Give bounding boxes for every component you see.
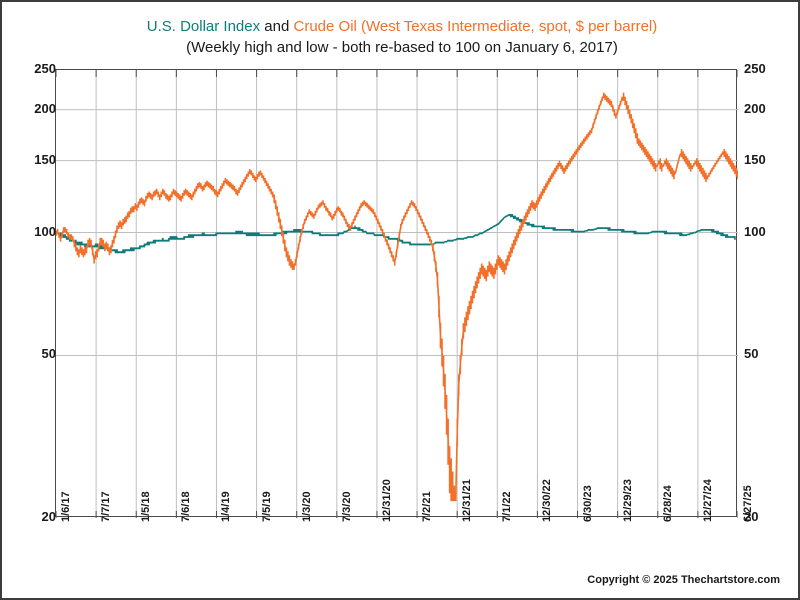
y-tick-label-left-200: 200 xyxy=(34,100,56,116)
x-tick-label-12: 12/30/22 xyxy=(541,479,554,522)
series-path xyxy=(56,93,738,501)
title-series-usd: U.S. Dollar Index xyxy=(146,18,261,35)
y-tick-label-left-250: 250 xyxy=(34,61,56,76)
copyright-notice: Copyright © 2025 Thechartstore.com xyxy=(587,574,780,586)
chart-subtitle: (Weekly high and low - both re-based to … xyxy=(186,39,618,56)
plot-svg xyxy=(56,70,738,518)
y-tick-label-left-100: 100 xyxy=(34,223,56,239)
tick-marks-layer xyxy=(56,70,738,518)
series-path xyxy=(56,214,736,253)
title-conjunction: and xyxy=(260,18,294,35)
grid-layer xyxy=(56,70,738,518)
x-tick-label-5: 7/5/19 xyxy=(260,491,273,522)
x-tick-label-0: 1/6/17 xyxy=(60,491,72,522)
x-tick-label-7: 7/3/20 xyxy=(340,491,353,522)
y-tick-label-right-200: 200 xyxy=(744,100,766,116)
series-crude-oil xyxy=(56,93,738,501)
y-tick-label-right-150: 150 xyxy=(744,151,766,167)
x-tick-label-11: 7/1/22 xyxy=(501,491,514,522)
x-tick-label-2: 1/5/18 xyxy=(140,491,153,522)
x-tick-label-17: 6/27/25 xyxy=(742,485,754,522)
y-tick-label-left-20: 20 xyxy=(41,509,56,524)
series-usd-index xyxy=(56,214,736,253)
x-tick-label-9: 7/2/21 xyxy=(421,491,434,522)
x-tick-label-14: 12/29/23 xyxy=(621,479,634,522)
x-tick-label-15: 6/28/24 xyxy=(661,485,674,522)
y-tick-label-right-20: 20 xyxy=(744,509,759,524)
x-tick-label-6: 1/3/20 xyxy=(300,491,313,522)
x-tick-label-8: 12/31/20 xyxy=(380,479,393,522)
x-tick-label-10: 12/31/21 xyxy=(461,479,474,522)
chart-title: U.S. Dollar Index and Crude Oil (West Te… xyxy=(2,16,800,37)
y-tick-label-left-50: 50 xyxy=(41,346,56,362)
chart-title-block: U.S. Dollar Index and Crude Oil (West Te… xyxy=(2,16,800,58)
title-series-oil: Crude Oil (West Texas Intermediate, spot… xyxy=(293,18,658,35)
x-tick-label-3: 7/6/18 xyxy=(180,491,193,522)
x-tick-label-13: 6/30/23 xyxy=(581,485,594,522)
y-tick-label-right-100: 100 xyxy=(744,223,766,239)
x-tick-label-4: 1/4/19 xyxy=(220,491,233,522)
y-tick-label-right-250: 250 xyxy=(744,61,766,76)
x-tick-label-1: 7/7/17 xyxy=(100,491,113,522)
y-tick-label-left-150: 150 xyxy=(34,151,56,167)
series-layer xyxy=(56,93,738,501)
plot-area xyxy=(55,69,738,518)
x-tick-label-16: 12/27/24 xyxy=(701,479,714,522)
y-tick-label-right-50: 50 xyxy=(744,346,759,362)
